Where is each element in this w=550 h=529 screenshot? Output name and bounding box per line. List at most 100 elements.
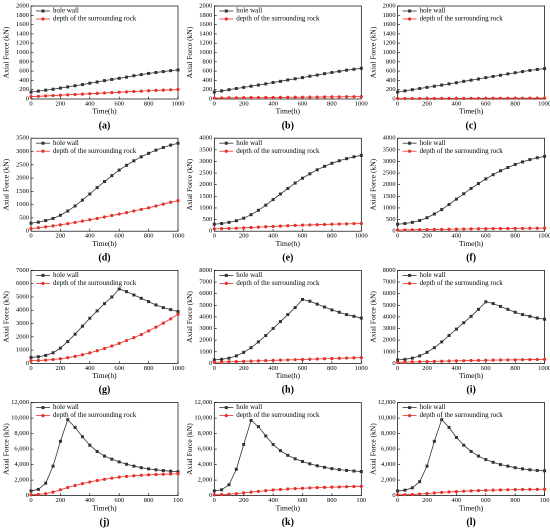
marker bbox=[308, 486, 312, 490]
marker bbox=[498, 488, 503, 492]
marker bbox=[484, 300, 488, 304]
marker bbox=[315, 95, 319, 99]
legend-label: hole wall bbox=[420, 403, 446, 411]
marker bbox=[506, 307, 510, 311]
panel: 0 2,000 4,000 6,000 8,000 10,000 12,000 0 200 400… bbox=[185, 399, 366, 528]
y-tick-label: 0 bbox=[392, 228, 395, 235]
marker bbox=[440, 227, 444, 231]
legend-label: depth of the surrounding rock bbox=[236, 279, 320, 287]
y-tick-label: 10,000 bbox=[378, 415, 396, 422]
panel: 0 2,000 4,000 6,000 8,000 10,000 12,000 0 200 400… bbox=[2, 399, 183, 528]
x-tick-label: 0 bbox=[213, 497, 216, 504]
y-axis-label: Axial Force (kN) bbox=[2, 291, 11, 343]
marker bbox=[543, 226, 547, 230]
marker bbox=[278, 320, 282, 324]
x-tick-label: 400 bbox=[85, 365, 95, 372]
marker bbox=[462, 489, 466, 493]
y-tick-label: 8,000 bbox=[14, 430, 29, 437]
marker bbox=[147, 473, 151, 477]
marker bbox=[95, 80, 99, 84]
x-tick-label: 400 bbox=[452, 100, 462, 107]
x-axis-label: Time(h) bbox=[92, 371, 117, 380]
legend-marker bbox=[41, 273, 45, 277]
marker bbox=[124, 338, 129, 343]
marker bbox=[102, 215, 107, 219]
marker bbox=[513, 226, 517, 230]
y-tick-label: 1000 bbox=[383, 204, 396, 211]
marker bbox=[278, 487, 283, 492]
marker bbox=[154, 70, 158, 74]
y-tick-label: 8000 bbox=[383, 267, 396, 274]
x-tick-label: 200 bbox=[422, 100, 432, 107]
marker bbox=[176, 472, 180, 476]
x-tick-label: 0 bbox=[29, 497, 32, 504]
legend-label: depth of the surrounding rock bbox=[236, 411, 320, 419]
marker bbox=[227, 483, 231, 487]
marker bbox=[36, 492, 40, 497]
marker bbox=[359, 316, 363, 320]
marker bbox=[102, 346, 107, 351]
marker bbox=[345, 95, 349, 99]
marker bbox=[462, 79, 466, 83]
marker bbox=[161, 321, 165, 325]
marker bbox=[66, 85, 70, 89]
marker bbox=[36, 220, 40, 224]
y-tick-label: 3000 bbox=[16, 320, 29, 327]
marker bbox=[44, 219, 48, 223]
marker bbox=[110, 295, 114, 299]
marker bbox=[484, 358, 488, 362]
marker bbox=[117, 475, 121, 479]
marker bbox=[293, 223, 297, 227]
marker bbox=[264, 203, 268, 207]
marker bbox=[234, 219, 238, 223]
y-tick-label: 1800 bbox=[383, 12, 396, 19]
marker bbox=[410, 220, 414, 224]
marker bbox=[447, 227, 451, 231]
marker bbox=[293, 77, 297, 81]
marker bbox=[58, 488, 63, 492]
marker bbox=[330, 356, 334, 361]
marker bbox=[249, 490, 253, 494]
marker bbox=[293, 181, 297, 185]
marker bbox=[264, 434, 268, 438]
marker bbox=[132, 336, 136, 340]
marker bbox=[286, 224, 290, 228]
marker bbox=[520, 96, 525, 100]
marker bbox=[425, 491, 429, 496]
legend-label: depth of the surrounding rock bbox=[420, 147, 504, 155]
marker bbox=[308, 223, 312, 227]
y-tick-label: 1000 bbox=[16, 49, 29, 56]
marker bbox=[212, 493, 216, 497]
marker bbox=[176, 87, 180, 92]
y-tick-label: 1200 bbox=[383, 40, 396, 47]
marker bbox=[425, 216, 429, 220]
panel: 0 1000 2000 3000 4000 5000 6000 7000 8000 0 200 400… bbox=[368, 267, 550, 396]
marker bbox=[330, 70, 334, 74]
x-tick-label: 800 bbox=[510, 365, 520, 372]
marker bbox=[212, 358, 216, 362]
marker bbox=[337, 356, 341, 360]
marker bbox=[51, 216, 55, 220]
marker bbox=[161, 472, 165, 476]
marker bbox=[469, 96, 473, 100]
marker bbox=[102, 91, 107, 95]
marker bbox=[432, 359, 436, 363]
marker bbox=[278, 224, 283, 228]
y-tick-label: 3000 bbox=[199, 158, 212, 165]
marker bbox=[543, 96, 547, 100]
marker bbox=[286, 95, 290, 99]
panel: 0 500 1000 1500 2000 2500 3000 3500 4000 0 200 400 6… bbox=[185, 135, 368, 264]
y-tick-label: 2,000 bbox=[381, 477, 396, 484]
x-tick-label: 0 bbox=[213, 365, 216, 372]
legend-label: hole wall bbox=[236, 271, 262, 279]
marker bbox=[337, 69, 341, 73]
marker bbox=[110, 457, 114, 461]
legend-marker bbox=[408, 406, 412, 410]
marker bbox=[454, 96, 458, 100]
y-tick-label: 1500 bbox=[16, 188, 29, 195]
y-tick-label: 8,000 bbox=[198, 430, 213, 437]
marker bbox=[432, 439, 436, 443]
marker bbox=[271, 198, 275, 202]
